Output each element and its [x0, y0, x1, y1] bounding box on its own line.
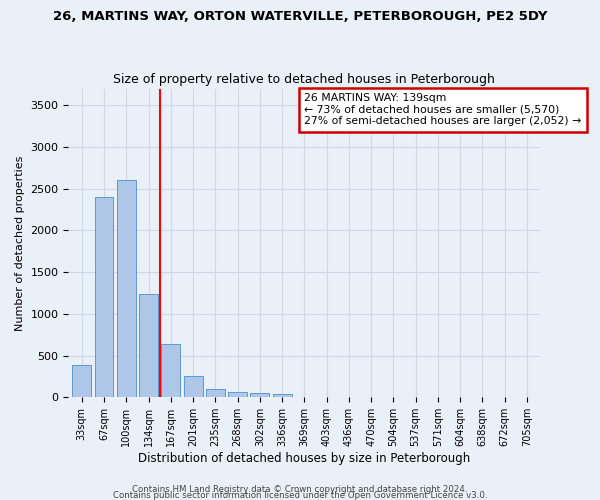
Bar	[139, 294, 158, 398]
Text: 26, MARTINS WAY, ORTON WATERVILLE, PETERBOROUGH, PE2 5DY: 26, MARTINS WAY, ORTON WATERVILLE, PETER…	[53, 10, 547, 23]
Text: Contains HM Land Registry data © Crown copyright and database right 2024.: Contains HM Land Registry data © Crown c…	[132, 484, 468, 494]
Title: Size of property relative to detached houses in Peterborough: Size of property relative to detached ho…	[113, 73, 495, 86]
Bar	[184, 376, 203, 398]
Bar	[95, 197, 113, 398]
Bar	[72, 365, 91, 398]
Text: 26 MARTINS WAY: 139sqm
← 73% of detached houses are smaller (5,570)
27% of semi-: 26 MARTINS WAY: 139sqm ← 73% of detached…	[304, 93, 581, 126]
Text: Contains public sector information licensed under the Open Government Licence v3: Contains public sector information licen…	[113, 491, 487, 500]
Bar	[161, 344, 180, 398]
Bar	[272, 394, 292, 398]
Y-axis label: Number of detached properties: Number of detached properties	[15, 156, 25, 330]
Bar	[117, 180, 136, 398]
Bar	[206, 390, 225, 398]
X-axis label: Distribution of detached houses by size in Peterborough: Distribution of detached houses by size …	[138, 452, 470, 465]
Bar	[228, 392, 247, 398]
Bar	[250, 393, 269, 398]
